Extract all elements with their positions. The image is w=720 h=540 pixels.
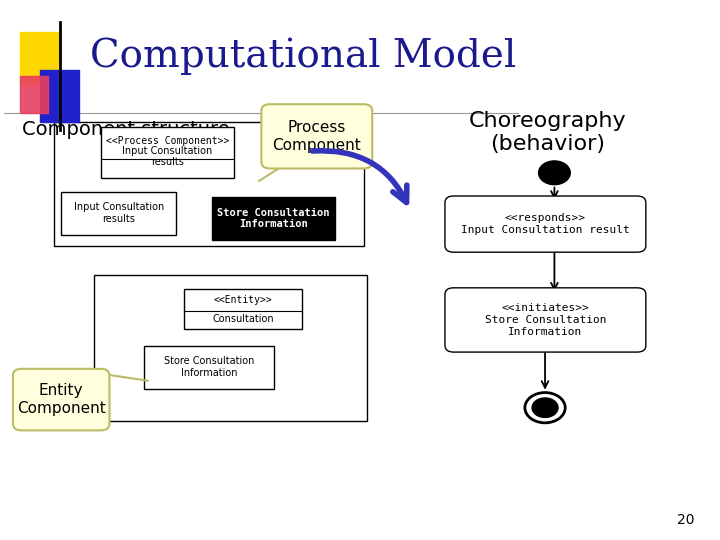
Bar xyxy=(20,32,60,84)
Circle shape xyxy=(539,161,570,185)
Text: Store Consultation
Information: Store Consultation Information xyxy=(217,208,330,230)
FancyBboxPatch shape xyxy=(445,196,646,252)
Bar xyxy=(40,70,79,122)
Text: <<Process Component>>: <<Process Component>> xyxy=(106,136,229,146)
Text: Input Consultation
results: Input Consultation results xyxy=(122,146,212,167)
Bar xyxy=(54,122,364,246)
Text: 20: 20 xyxy=(678,512,695,526)
Text: Computational Model: Computational Model xyxy=(90,38,516,76)
FancyBboxPatch shape xyxy=(445,288,646,352)
Text: <<Entity>>: <<Entity>> xyxy=(214,295,272,305)
Text: Store Consultation
Information: Store Consultation Information xyxy=(163,356,254,378)
Text: Component structure: Component structure xyxy=(22,120,230,139)
Text: Consultation: Consultation xyxy=(212,314,274,325)
Bar xyxy=(212,197,335,240)
Text: Choreography
(behavior): Choreography (behavior) xyxy=(469,111,626,154)
Bar xyxy=(144,346,274,389)
Bar xyxy=(61,192,176,235)
Text: Entity
Component: Entity Component xyxy=(17,383,106,416)
Bar xyxy=(184,289,302,329)
FancyBboxPatch shape xyxy=(261,104,372,168)
Text: <<responds>>
Input Consultation result: <<responds>> Input Consultation result xyxy=(461,213,630,235)
Bar xyxy=(20,76,48,113)
Bar xyxy=(94,275,367,421)
Text: Process
Component: Process Component xyxy=(272,120,361,152)
Text: Input Consultation
results: Input Consultation results xyxy=(73,202,164,224)
FancyBboxPatch shape xyxy=(13,369,109,430)
Circle shape xyxy=(532,398,558,417)
Circle shape xyxy=(525,393,565,423)
Bar xyxy=(101,127,234,178)
Text: <<initiates>>
Store Consultation
Information: <<initiates>> Store Consultation Informa… xyxy=(485,303,606,336)
